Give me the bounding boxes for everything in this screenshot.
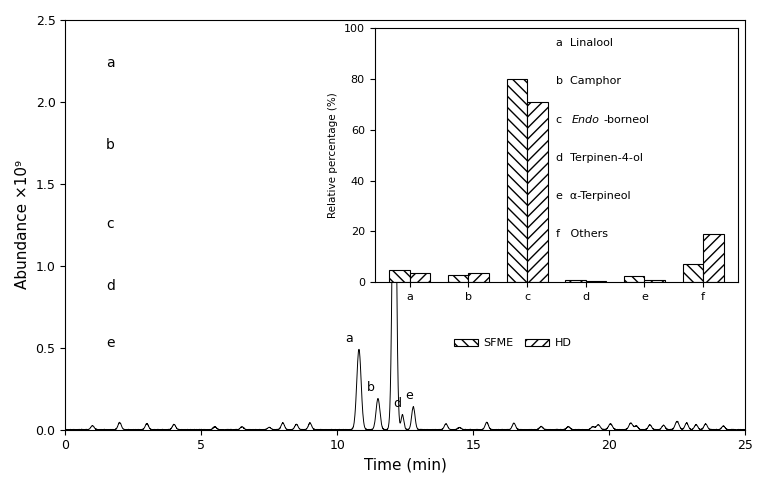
- Text: b: b: [367, 381, 375, 394]
- Text: a: a: [346, 331, 353, 345]
- Text: c: c: [106, 217, 114, 231]
- Y-axis label: Abundance ×10⁹: Abundance ×10⁹: [15, 160, 30, 289]
- Text: a: a: [106, 56, 114, 70]
- Text: c: c: [381, 71, 389, 84]
- X-axis label: Time (min): Time (min): [364, 458, 447, 473]
- Text: b: b: [106, 138, 115, 152]
- Text: e: e: [406, 389, 413, 402]
- Text: d: d: [106, 279, 115, 293]
- Text: e: e: [106, 336, 114, 350]
- Text: d: d: [393, 397, 401, 410]
